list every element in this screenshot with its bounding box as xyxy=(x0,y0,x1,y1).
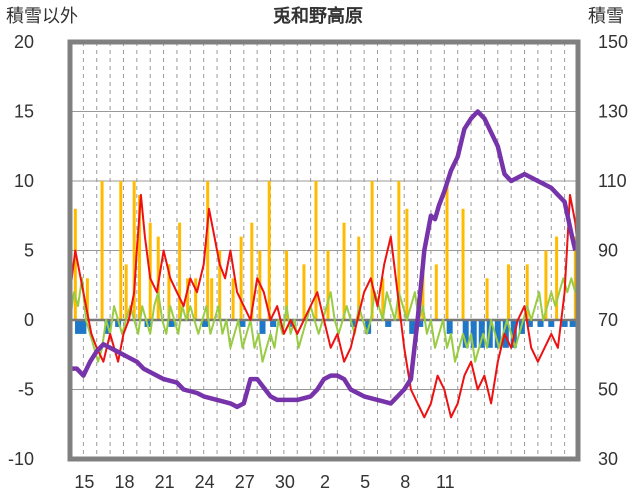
precipitation-bar xyxy=(302,264,306,320)
snow_depth-line xyxy=(70,109,578,410)
precipitation-bar xyxy=(485,278,489,320)
precipitation-bar xyxy=(461,208,465,320)
precipitation-bar xyxy=(573,236,577,320)
snow_change-bar xyxy=(470,320,477,348)
left-tick-label: 20 xyxy=(14,32,34,52)
snow_change-bar xyxy=(75,320,82,334)
right-tick-label: 70 xyxy=(598,310,618,330)
other-line xyxy=(69,277,577,363)
precipitation-bar xyxy=(544,250,548,320)
x-tick-label: 11 xyxy=(436,472,455,492)
precipitation-bar xyxy=(525,264,529,320)
precipitation-bar xyxy=(85,278,89,320)
chart-title: 兎和野高原 xyxy=(273,5,363,26)
precipitation-bar xyxy=(124,264,128,320)
right-tick-label: 90 xyxy=(598,241,618,261)
snow_change-bar xyxy=(548,320,555,327)
x-tick-label: 24 xyxy=(195,472,215,492)
right-tick-label: 130 xyxy=(598,102,628,122)
plot-frame xyxy=(67,39,581,462)
precipitation-bar xyxy=(239,236,243,320)
x-tick-label: 2 xyxy=(320,472,330,492)
snow_change-bar xyxy=(569,320,576,327)
x-tick-label: 21 xyxy=(155,472,175,492)
left-tick-label: 5 xyxy=(24,241,34,261)
precipitation-bar xyxy=(267,181,271,320)
lines xyxy=(69,109,579,419)
precipitation-bar xyxy=(405,208,409,320)
x-tick-label: 27 xyxy=(235,472,255,492)
temperature-line xyxy=(69,193,579,419)
snow_change-bar xyxy=(202,320,209,327)
snow_change-bar xyxy=(526,320,533,327)
snow_change-bar xyxy=(239,320,246,327)
precipitation-bar xyxy=(218,250,222,320)
precipitation-bar xyxy=(250,222,254,320)
right-tick-label: 150 xyxy=(598,32,628,52)
snow_change-bar xyxy=(168,320,175,327)
precipitation-bar xyxy=(421,264,425,320)
snow_change-bar xyxy=(80,320,87,334)
x-tick-label: 8 xyxy=(400,472,410,492)
left-axis-label: 積雪以外 xyxy=(6,6,78,26)
snow_change-bar xyxy=(446,320,453,334)
precipitation-bar xyxy=(285,250,289,320)
precipitation-bar xyxy=(342,222,346,320)
precipitation-bar xyxy=(178,222,182,320)
x-tick-label: 18 xyxy=(114,472,134,492)
left-tick-label: -5 xyxy=(18,380,34,400)
precipitation-bar xyxy=(357,236,361,320)
precipitation-bar xyxy=(119,181,123,320)
precipitation-bar xyxy=(194,278,198,320)
snow_change-bar xyxy=(350,320,357,327)
right-tick-label: 110 xyxy=(598,171,627,191)
precipitation-bar xyxy=(370,181,374,320)
precipitation-bar xyxy=(434,264,438,320)
precipitation-bar xyxy=(326,250,330,320)
snow_change-bar xyxy=(494,320,501,348)
precipitation-bar xyxy=(186,278,190,320)
precipitation-bar xyxy=(73,208,77,320)
left-axis-ticks: -10 -5 0 5 10 15 20 xyxy=(8,32,34,469)
right-axis-ticks: 30 50 70 90 110 130 150 xyxy=(598,32,628,469)
snow_change-bar xyxy=(502,320,509,348)
precipitation-bar xyxy=(132,181,136,320)
precipitation-bar xyxy=(206,181,210,320)
right-axis-label: 積雪 xyxy=(588,6,624,26)
precipitation-bar xyxy=(506,264,510,320)
x-axis-ticks: 15 18 21 24 27 30 2 5 8 11 xyxy=(74,472,454,492)
snow_change-bar xyxy=(561,320,568,327)
precipitation-bar xyxy=(210,278,214,320)
precipitation-bar xyxy=(167,264,171,320)
snow_change-bar xyxy=(385,320,392,327)
x-tick-label: 30 xyxy=(275,472,295,492)
left-tick-label: 15 xyxy=(14,102,34,122)
right-tick-label: 30 xyxy=(598,449,618,469)
precipitation-bar xyxy=(555,236,559,320)
snow_change-bar xyxy=(478,320,485,348)
left-tick-label: -10 xyxy=(8,449,34,469)
precipitation-bar xyxy=(381,278,385,320)
precipitation-bar xyxy=(397,181,401,320)
snow_change-bar xyxy=(259,320,266,334)
precipitation-bar xyxy=(138,194,142,320)
left-tick-label: 10 xyxy=(14,171,34,191)
precipitation-bar xyxy=(314,181,318,320)
x-tick-label: 5 xyxy=(360,472,370,492)
precipitation-bar xyxy=(445,181,449,320)
snow_change-bar xyxy=(462,320,469,348)
precipitation-bar xyxy=(100,181,104,320)
snow_change-bar xyxy=(270,320,277,327)
snow_change-bar xyxy=(417,320,424,327)
left-tick-label: 0 xyxy=(24,310,34,330)
x-tick-label: 15 xyxy=(74,472,94,492)
snow_change-bar xyxy=(409,320,416,334)
snow_change-bar xyxy=(537,320,544,327)
precipitation-bar xyxy=(231,278,235,320)
right-tick-label: 50 xyxy=(598,380,618,400)
